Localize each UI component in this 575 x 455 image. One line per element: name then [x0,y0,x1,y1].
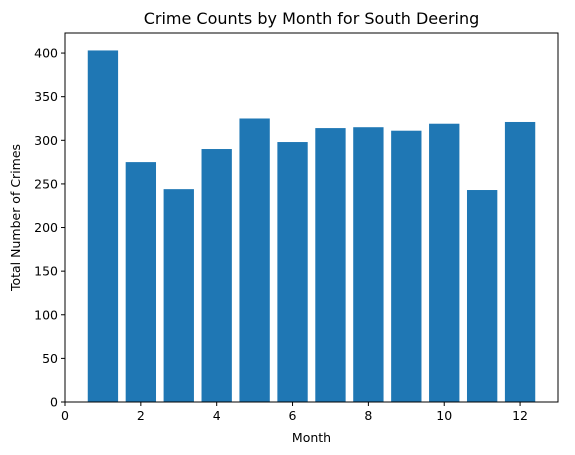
x-axis-label: Month [292,430,331,445]
x-tick-label: 8 [364,408,372,423]
y-axis: 0 50 100 150 200 250 300 350 400 [34,46,65,410]
bar-month-8 [353,127,384,402]
bar-month-11 [466,190,498,402]
axes-frame [64,32,559,403]
x-tick-label: 6 [289,408,297,423]
x-axis: 0 2 4 6 8 10 12 [61,402,528,423]
bar-month-4 [201,149,232,402]
y-tick-label: 300 [34,133,58,148]
y-tick-label: 100 [34,307,58,322]
y-tick-label: 350 [34,89,58,104]
bar-month-12 [504,121,536,402]
bar-month-2 [125,162,157,402]
y-tick-label: 200 [34,220,58,235]
bar-month-7 [315,128,346,402]
x-tick-label: 12 [512,408,528,423]
y-tick-label: 400 [34,46,58,61]
y-tick-label: 250 [34,176,58,191]
y-tick-label: 150 [34,264,58,279]
y-tick-label: 0 [50,395,58,410]
y-axis-label: Total Number of Crimes [8,144,23,292]
x-tick-label: 0 [61,408,69,423]
x-tick-label: 10 [436,408,452,423]
y-tick-label: 50 [42,351,58,366]
x-tick-label: 2 [137,408,145,423]
chart-title: Crime Counts by Month for South Deering [144,9,480,28]
bar-month-6 [277,142,308,403]
bar-month-5 [239,118,270,402]
x-tick-label: 4 [213,408,221,423]
bar-month-9 [391,130,422,402]
bars-layer [87,50,536,403]
bar-month-1 [87,50,119,402]
bar-month-10 [429,123,460,403]
bar-month-3 [163,189,194,402]
